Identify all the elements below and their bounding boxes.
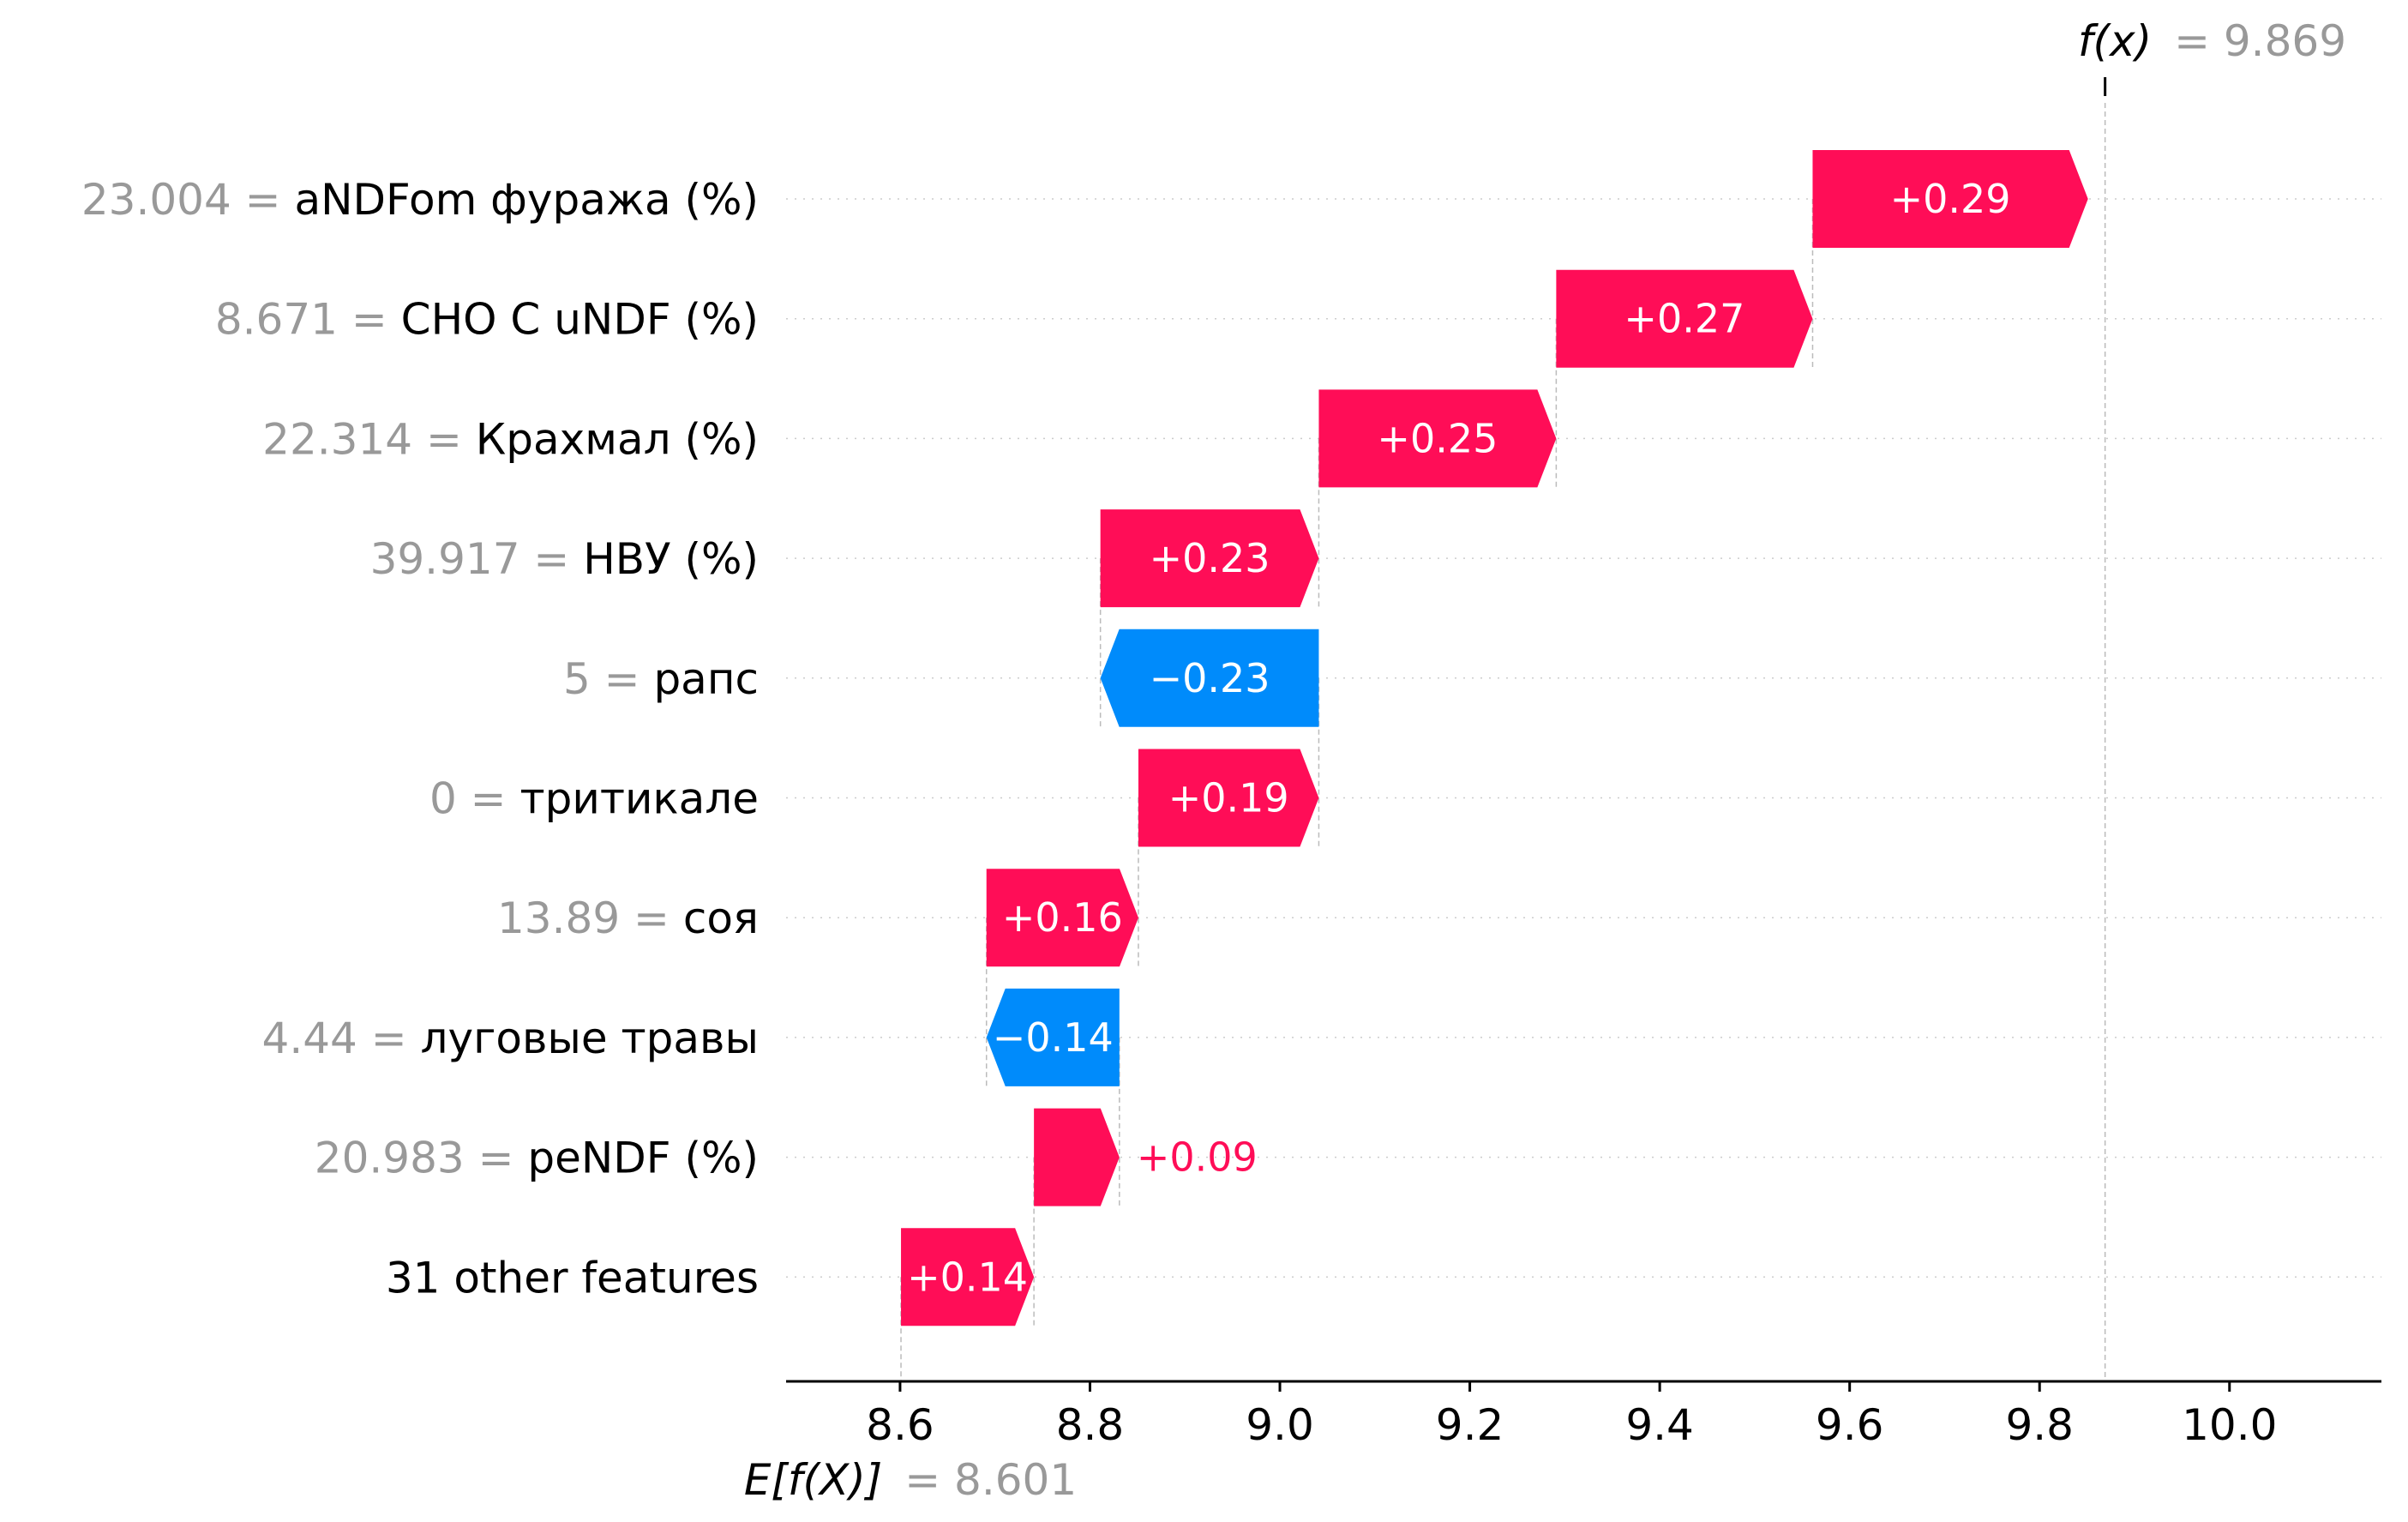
feature-value: 39.917 = xyxy=(370,534,584,584)
waterfall-bar xyxy=(1100,629,1319,727)
x-tick-label: 9.4 xyxy=(1625,1400,1694,1450)
feature-name: луговые травы xyxy=(421,1014,759,1063)
feature-label: 39.917 = НВУ (%) xyxy=(370,534,759,584)
x-tick-label: 9.6 xyxy=(1816,1400,1884,1450)
x-axis: 8.6 8.8 9.0 9.2 9.4 9.6 9.8 10.0 xyxy=(786,1380,2381,1450)
feature-value: 23.004 = xyxy=(81,175,295,225)
feature-value: 13.89 = xyxy=(497,893,683,943)
waterfall-bar xyxy=(1100,509,1319,608)
feature-label: 22.314 = Крахмал (%) xyxy=(262,414,759,464)
feature-name: peNDF (%) xyxy=(527,1134,759,1183)
x-tick-label: 9.2 xyxy=(1436,1400,1504,1450)
feature-value: 8.671 = xyxy=(215,295,401,345)
feature-value: 0 = xyxy=(429,774,520,824)
bar-value-label: +0.23 xyxy=(1150,535,1270,581)
feature-value: 5 = xyxy=(563,654,654,704)
waterfall-bar xyxy=(1812,150,2088,248)
feature-name: Крахмал (%) xyxy=(476,414,759,464)
x-tick-label: 10.0 xyxy=(2182,1400,2277,1450)
bar-value-label: +0.16 xyxy=(1002,894,1123,941)
svg-text:f(x) = 9.869: f(x) = 9.869 xyxy=(2078,16,2346,66)
feature-label: 0 = тритикале xyxy=(429,774,759,824)
feature-label: 8.671 = CHO C uNDF (%) xyxy=(215,295,759,345)
bar-value-label: +0.25 xyxy=(1377,415,1498,461)
feature-labels: 23.004 = aNDFom фуража (%) 8.671 = CHO C … xyxy=(81,175,759,1302)
bar-value-label: −0.14 xyxy=(993,1014,1114,1061)
waterfall-bar xyxy=(986,869,1138,967)
feature-value: 20.983 = xyxy=(315,1134,528,1183)
x-tick-label: 9.8 xyxy=(2005,1400,2074,1450)
feature-label: 31 other features xyxy=(386,1253,759,1302)
feature-name: НВУ (%) xyxy=(583,534,759,584)
x-tick-label: 8.6 xyxy=(866,1400,934,1450)
base-value-annotation: E[f(X)] = 8.601 xyxy=(744,1455,1077,1505)
feature-name: рапс xyxy=(653,654,759,704)
feature-name: тритикале xyxy=(519,774,759,824)
waterfall-bar xyxy=(1138,749,1319,847)
bar-value-label: +0.09 xyxy=(1137,1134,1258,1181)
feature-name: 31 other features xyxy=(386,1253,759,1302)
output-value-number: 9.869 xyxy=(2224,16,2346,66)
bar-value-label: +0.29 xyxy=(1890,176,2011,222)
x-tick-label: 8.8 xyxy=(1056,1400,1125,1450)
feature-label: 13.89 = соя xyxy=(497,893,759,943)
output-value-annotation: f(x) = 9.869 xyxy=(2078,16,2346,66)
output-value-label: f(x) xyxy=(2078,16,2152,66)
feature-label: 20.983 = peNDF (%) xyxy=(315,1134,759,1183)
bar-value-label: −0.23 xyxy=(1150,655,1270,701)
bars: +0.29 +0.27 +0.25 +0.23 −0.23 +0.19 +0.16 −0.14… xyxy=(901,150,2088,1326)
x-tick-label: 9.0 xyxy=(1246,1400,1314,1450)
waterfall-bar xyxy=(1318,389,1557,488)
feature-label: 23.004 = aNDFom фуража (%) xyxy=(81,175,759,225)
feature-name: соя xyxy=(683,893,759,943)
waterfall-bar xyxy=(1034,1108,1120,1206)
base-value-label: E[f(X)] xyxy=(744,1455,882,1505)
feature-label: 4.44 = луговые травы xyxy=(262,1014,759,1063)
feature-name: CHO C uNDF (%) xyxy=(401,295,759,345)
feature-label: 5 = рапс xyxy=(563,654,759,704)
bar-value-label: +0.27 xyxy=(1624,296,1744,342)
waterfall-bar xyxy=(1556,269,1813,368)
base-value-number: 8.601 xyxy=(954,1455,1077,1505)
feature-name: aNDFom фуража (%) xyxy=(294,175,759,225)
bar-value-label: +0.19 xyxy=(1168,775,1289,821)
feature-value: 22.314 = xyxy=(262,414,476,464)
svg-text:E[f(X)] = 8.601: E[f(X)] = 8.601 xyxy=(744,1455,1077,1505)
feature-value: 4.44 = xyxy=(262,1014,421,1063)
waterfall-bar xyxy=(986,988,1120,1086)
bar-value-label: +0.14 xyxy=(907,1254,1028,1300)
waterfall-bar xyxy=(901,1228,1035,1326)
